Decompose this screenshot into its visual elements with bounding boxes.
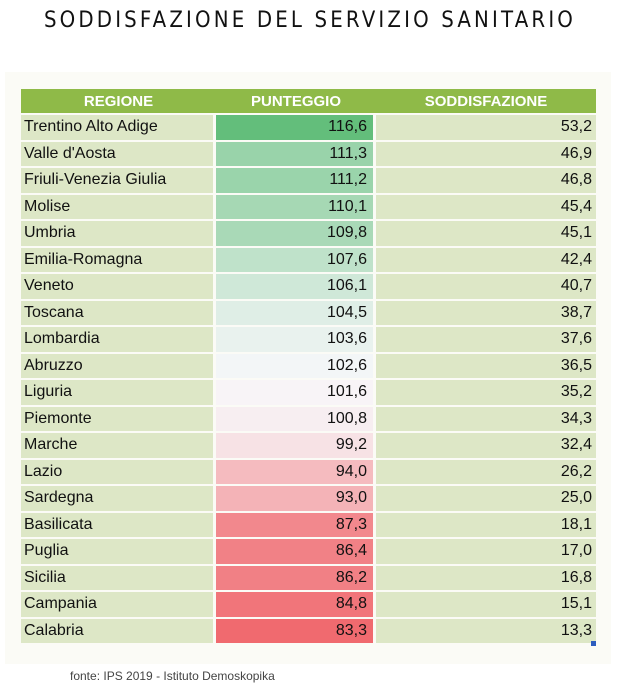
- table-row: Campania 84,8 15,1: [21, 592, 596, 617]
- satisfaction-cell: 53,2: [376, 115, 596, 140]
- score-cell: 101,6: [216, 380, 376, 405]
- region-cell: Liguria: [21, 380, 216, 405]
- table-row: Umbria 109,8 45,1: [21, 221, 596, 246]
- region-cell: Valle d'Aosta: [21, 141, 216, 166]
- score-cell: 84,8: [216, 592, 376, 617]
- score-cell: 107,6: [216, 247, 376, 272]
- header-soddisfazione: SODDISFAZIONE: [376, 89, 596, 113]
- region-cell: Puglia: [21, 539, 216, 564]
- table-row: Sardegna 93,0 25,0: [21, 486, 596, 511]
- satisfaction-cell: 40,7: [376, 274, 596, 299]
- satisfaction-cell: 37,6: [376, 327, 596, 352]
- corner-marker: [591, 641, 596, 646]
- table-body: Trentino Alto Adige 116,6 53,2 Valle d'Aost…: [21, 115, 596, 643]
- region-cell: Molise: [21, 194, 216, 219]
- region-cell: Sardegna: [21, 486, 216, 511]
- table-row: Veneto 106,1 40,7: [21, 274, 596, 299]
- satisfaction-cell: 46,8: [376, 168, 596, 193]
- score-cell: 104,5: [216, 300, 376, 325]
- table-row: Liguria 101,6 35,2: [21, 380, 596, 405]
- table-row: Friuli-Venezia Giulia 111,2 46,8: [21, 168, 596, 193]
- satisfaction-cell: 15,1: [376, 592, 596, 617]
- satisfaction-cell: 36,5: [376, 353, 596, 378]
- region-cell: Abruzzo: [21, 353, 216, 378]
- score-cell: 111,3: [216, 141, 376, 166]
- table-row: Trentino Alto Adige 116,6 53,2: [21, 115, 596, 140]
- source-footer: fonte: IPS 2019 - Istituto Demoskopika: [70, 669, 275, 683]
- table-row: Emilia-Romagna 107,6 42,4: [21, 247, 596, 272]
- region-cell: Lombardia: [21, 327, 216, 352]
- table-row: Lombardia 103,6 37,6: [21, 327, 596, 352]
- table-row: Abruzzo 102,6 36,5: [21, 353, 596, 378]
- satisfaction-cell: 17,0: [376, 539, 596, 564]
- chart-title: SODDISFAZIONE DEL SERVIZIO SANITARIO: [43, 8, 577, 33]
- table-row: Basilicata 87,3 18,1: [21, 512, 596, 537]
- region-cell: Umbria: [21, 221, 216, 246]
- table-row: Valle d'Aosta 111,3 46,9: [21, 141, 596, 166]
- table-row: Toscana 104,5 38,7: [21, 300, 596, 325]
- region-cell: Piemonte: [21, 406, 216, 431]
- header-regione: REGIONE: [21, 89, 216, 113]
- region-cell: Trentino Alto Adige: [21, 115, 216, 140]
- satisfaction-cell: 32,4: [376, 433, 596, 458]
- score-cell: 116,6: [216, 115, 376, 140]
- score-cell: 109,8: [216, 221, 376, 246]
- satisfaction-cell: 38,7: [376, 300, 596, 325]
- table-row: Lazio 94,0 26,2: [21, 459, 596, 484]
- region-cell: Marche: [21, 433, 216, 458]
- score-cell: 86,4: [216, 539, 376, 564]
- region-cell: Lazio: [21, 459, 216, 484]
- satisfaction-cell: 13,3: [376, 618, 596, 643]
- satisfaction-cell: 35,2: [376, 380, 596, 405]
- satisfaction-cell: 46,9: [376, 141, 596, 166]
- header-punteggio: PUNTEGGIO: [216, 89, 376, 113]
- satisfaction-cell: 18,1: [376, 512, 596, 537]
- satisfaction-cell: 34,3: [376, 406, 596, 431]
- score-cell: 110,1: [216, 194, 376, 219]
- table-row: Molise 110,1 45,4: [21, 194, 596, 219]
- table-row: Calabria 83,3 13,3: [21, 618, 596, 643]
- region-cell: Veneto: [21, 274, 216, 299]
- satisfaction-cell: 45,1: [376, 221, 596, 246]
- region-cell: Toscana: [21, 300, 216, 325]
- score-cell: 83,3: [216, 618, 376, 643]
- region-cell: Campania: [21, 592, 216, 617]
- data-table: REGIONE PUNTEGGIO SODDISFAZIONE Trentino…: [21, 87, 596, 645]
- score-cell: 103,6: [216, 327, 376, 352]
- satisfaction-cell: 45,4: [376, 194, 596, 219]
- score-cell: 87,3: [216, 512, 376, 537]
- satisfaction-cell: 16,8: [376, 565, 596, 590]
- region-cell: Sicilia: [21, 565, 216, 590]
- score-cell: 94,0: [216, 459, 376, 484]
- table-row: Sicilia 86,2 16,8: [21, 565, 596, 590]
- satisfaction-cell: 25,0: [376, 486, 596, 511]
- score-cell: 100,8: [216, 406, 376, 431]
- satisfaction-cell: 26,2: [376, 459, 596, 484]
- score-cell: 99,2: [216, 433, 376, 458]
- region-cell: Calabria: [21, 618, 216, 643]
- score-cell: 106,1: [216, 274, 376, 299]
- table-row: Piemonte 100,8 34,3: [21, 406, 596, 431]
- score-cell: 86,2: [216, 565, 376, 590]
- table-row: Marche 99,2 32,4: [21, 433, 596, 458]
- score-cell: 93,0: [216, 486, 376, 511]
- region-cell: Basilicata: [21, 512, 216, 537]
- region-cell: Friuli-Venezia Giulia: [21, 168, 216, 193]
- score-cell: 102,6: [216, 353, 376, 378]
- satisfaction-cell: 42,4: [376, 247, 596, 272]
- table-row: Puglia 86,4 17,0: [21, 539, 596, 564]
- header-row: REGIONE PUNTEGGIO SODDISFAZIONE: [21, 89, 596, 113]
- region-cell: Emilia-Romagna: [21, 247, 216, 272]
- score-cell: 111,2: [216, 168, 376, 193]
